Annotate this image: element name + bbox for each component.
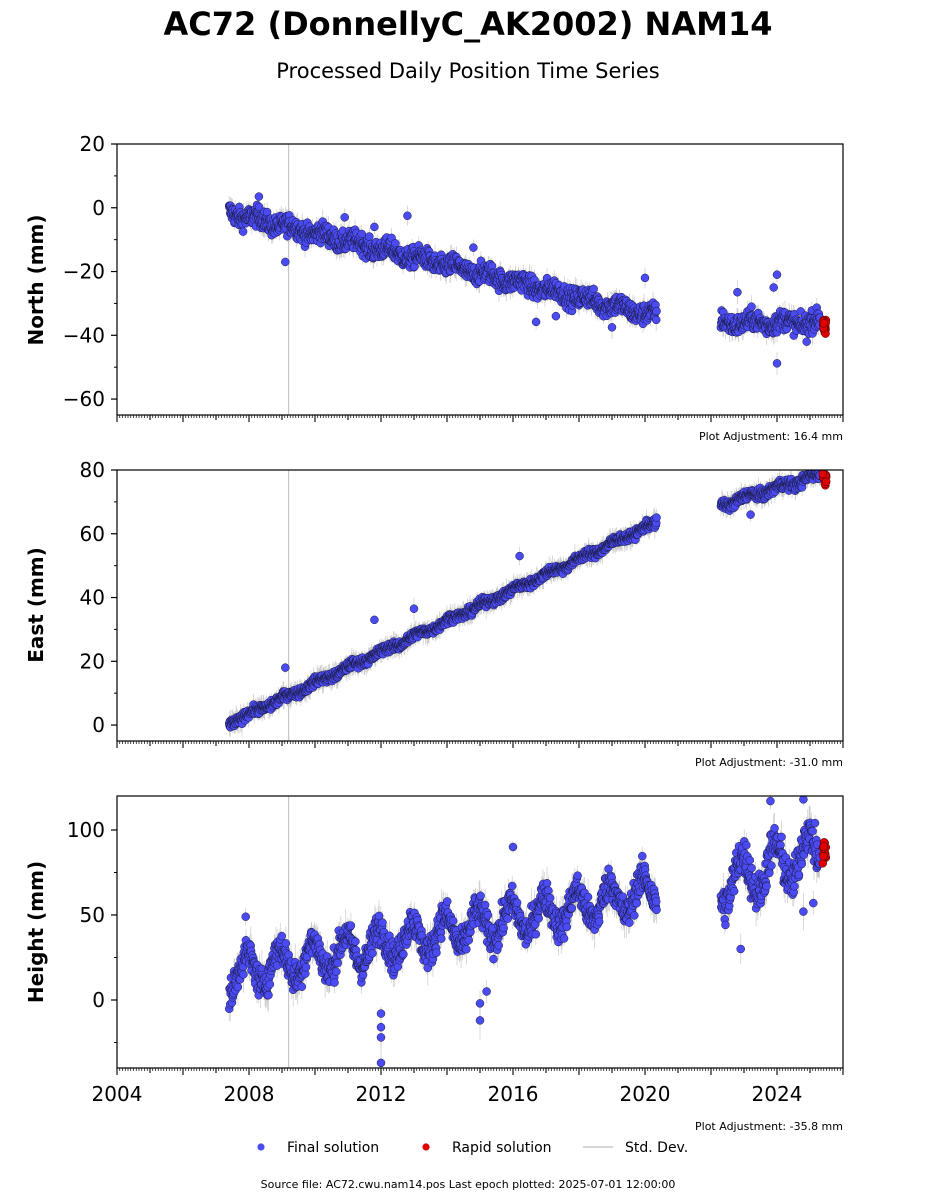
north-final-point: [254, 192, 264, 201]
north-final-point: [340, 213, 349, 222]
north-final-point: [607, 323, 617, 332]
east-plot-area: [224, 470, 831, 741]
north-final-point: [254, 202, 264, 212]
north-final-point: [469, 243, 478, 252]
north-final-point: [652, 306, 661, 316]
north-final-point: [589, 284, 598, 294]
chart-title: AC72 (DonnellyC_AK2002) NAM14: [164, 5, 773, 43]
north-final-point: [370, 222, 379, 232]
north-rapid-point: [819, 319, 829, 328]
north-final-point: [772, 270, 782, 279]
north-ytick-label: −60: [63, 387, 105, 411]
north-final-point: [733, 288, 742, 297]
chart-subtitle: Processed Daily Position Time Series: [276, 59, 660, 83]
north-ytick-label: 0: [92, 196, 105, 220]
north-final-point: [357, 229, 366, 239]
north-ylabel: North (mm): [24, 214, 48, 345]
north-final-point: [802, 337, 811, 346]
north-ytick-label: −20: [63, 260, 105, 284]
north-final-point: [769, 283, 778, 292]
north-panel: 20 0 −20 −40 −60 North (mm): [24, 132, 844, 422]
north-final-point: [772, 359, 782, 368]
north-final-point: [551, 311, 561, 321]
north-final-point: [651, 315, 661, 325]
north-final-point: [640, 273, 650, 283]
north-ytick-label: −40: [63, 323, 105, 347]
north-final-point: [403, 211, 412, 220]
north-final-point: [747, 302, 756, 311]
north-final-point: [365, 232, 374, 241]
north-final-point: [238, 227, 248, 236]
north-ytick-label: 20: [80, 132, 105, 156]
north-final-point: [531, 317, 541, 327]
north-final-point: [281, 257, 290, 267]
north-plot-area: [224, 144, 831, 415]
